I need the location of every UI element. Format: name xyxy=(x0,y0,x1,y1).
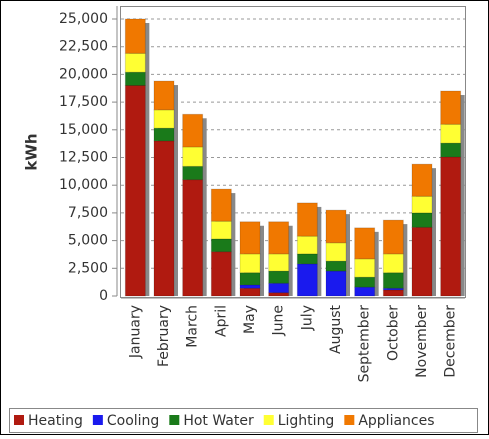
legend-label: Heating xyxy=(28,413,83,429)
bar-segment xyxy=(153,80,175,111)
bar-segment xyxy=(210,251,232,297)
bar-segment xyxy=(354,227,376,260)
x-tick-label: July xyxy=(299,305,315,331)
bar-segment xyxy=(124,84,146,297)
y-tick-label: 0 xyxy=(99,288,108,304)
bar-segment xyxy=(325,209,347,244)
y-tick-label: 10,000 xyxy=(59,177,108,193)
bar-segment xyxy=(268,221,290,255)
y-tick-label: 5,000 xyxy=(68,233,108,249)
bar-segment xyxy=(268,270,290,284)
bar-segment xyxy=(210,238,232,253)
bar-segment xyxy=(382,253,404,274)
bar-segment xyxy=(268,253,290,272)
y-tick-label: 7,500 xyxy=(68,205,108,221)
bar-segment xyxy=(411,163,433,197)
bar-segment xyxy=(239,272,261,286)
legend-swatch xyxy=(263,415,274,425)
bar-segment xyxy=(411,212,433,228)
bar-segment xyxy=(239,221,261,255)
y-axis-label: kWh xyxy=(23,133,41,170)
bar-segment xyxy=(268,282,290,294)
bar-segment xyxy=(325,242,347,262)
y-tick-label: 25,000 xyxy=(59,11,108,27)
bar-segment xyxy=(354,258,376,278)
bar-segment xyxy=(354,276,376,288)
legend-label: Cooling xyxy=(107,413,159,429)
bar-segment xyxy=(153,127,175,142)
y-tick-label: 22,500 xyxy=(59,39,108,55)
bar-segment xyxy=(440,142,462,158)
x-tick-label: September xyxy=(357,305,373,383)
bar-segment xyxy=(210,188,232,222)
legend-swatch xyxy=(14,415,24,425)
y-tick-label: 20,000 xyxy=(59,66,108,82)
x-tick-label: December xyxy=(443,305,459,378)
bar-segment xyxy=(411,195,433,214)
bar-segment xyxy=(440,90,462,125)
bar-segment xyxy=(382,272,404,289)
bar-segment xyxy=(296,235,318,255)
legend-swatch xyxy=(344,415,355,425)
bar-segment xyxy=(382,219,404,255)
legend-label: Hot Water xyxy=(183,413,254,429)
bar-segment xyxy=(124,71,146,86)
y-tick-label: 2,500 xyxy=(68,260,108,276)
legend xyxy=(9,408,478,433)
y-tick-label: 15,000 xyxy=(59,122,108,138)
y-tick-label: 17,500 xyxy=(59,94,108,110)
bar-segment xyxy=(296,263,318,297)
x-tick-label: June xyxy=(271,305,287,337)
bar-segment xyxy=(296,202,318,237)
bar-segment xyxy=(182,113,204,148)
x-tick-label: May xyxy=(242,305,258,334)
bar-segment xyxy=(182,146,204,167)
bar-segment xyxy=(153,109,175,129)
bar-segment xyxy=(182,165,204,181)
legend-swatch xyxy=(169,415,180,425)
bar-segment xyxy=(182,179,204,297)
x-tick-label: January xyxy=(127,305,143,359)
bar-segment xyxy=(325,260,347,272)
bar-segment xyxy=(354,286,376,297)
x-tick-label: November xyxy=(414,305,430,378)
bar-segment xyxy=(440,156,462,297)
x-tick-label: March xyxy=(185,305,201,348)
bar-segment xyxy=(153,140,175,297)
bar-segment xyxy=(124,52,146,73)
x-tick-label: April xyxy=(213,305,229,337)
legend-swatch xyxy=(92,415,103,425)
bar-segment xyxy=(239,284,261,289)
bar-segment xyxy=(239,253,261,274)
x-tick-label: February xyxy=(156,305,172,367)
legend-label: Appliances xyxy=(358,413,434,429)
bar-segment xyxy=(239,287,261,297)
legend-label: Lighting xyxy=(278,413,335,429)
bar-segment xyxy=(210,220,232,240)
bar-segment xyxy=(325,270,347,297)
y-tick-label: 12,500 xyxy=(59,150,108,166)
bar-segment xyxy=(124,18,146,54)
bar-segment xyxy=(440,123,462,144)
x-tick-label: August xyxy=(328,304,344,354)
bar-segment xyxy=(296,253,318,265)
bar-segment xyxy=(411,226,433,297)
x-tick-label: October xyxy=(385,305,401,361)
bar-segment xyxy=(382,289,404,297)
